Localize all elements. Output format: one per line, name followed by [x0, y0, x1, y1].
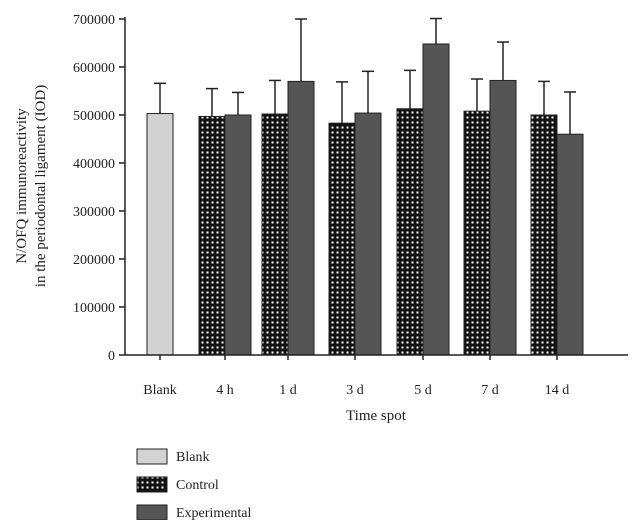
- bar-control-14d: [530, 114, 558, 356]
- x-axis-title: Time spot: [346, 408, 407, 424]
- bar-experimental-3d: [354, 112, 382, 356]
- axes: 0 100000 200000 300000 400000 500000 600000 700…: [73, 13, 628, 398]
- y-tick-label: 700000: [73, 13, 115, 28]
- bar-experimental-7d: [489, 79, 517, 356]
- bar-experimental-5d: [422, 43, 450, 356]
- x-tick-label: 3 d: [346, 383, 364, 398]
- x-tick-label: 5 d: [414, 383, 432, 398]
- y-tick-label: 200000: [73, 253, 115, 268]
- bar-control-5d: [396, 108, 424, 356]
- x-tick-label: Blank: [143, 383, 176, 398]
- y-tick-label: 400000: [73, 157, 115, 172]
- y-tick-label: 500000: [73, 109, 115, 124]
- bar-experimental-4h: [224, 114, 252, 356]
- x-tick-label: 7 d: [481, 383, 499, 398]
- bar-control-1d: [261, 113, 289, 356]
- y-tick-label: 100000: [73, 301, 115, 316]
- legend-label: Blank: [176, 450, 209, 465]
- y-tick-label: 0: [108, 349, 115, 364]
- bar-control-7d: [463, 110, 491, 356]
- x-tick-label: 1 d: [279, 383, 297, 398]
- y-axis-title-line2: in the periodontal ligament (IOD): [33, 85, 49, 287]
- x-tick-label: 4 h: [216, 383, 234, 398]
- bar-experimental-14d: [556, 133, 584, 356]
- legend-label: Experimental: [176, 506, 252, 520]
- plot-area: [146, 17, 584, 356]
- legend-swatch: [136, 476, 168, 493]
- bar-experimental-1d: [287, 80, 315, 356]
- bar-control-3d: [328, 122, 356, 356]
- bar-control-4h: [198, 115, 226, 356]
- x-tick-label: 14 d: [545, 383, 570, 398]
- legend-label: Control: [176, 478, 219, 493]
- legend-swatch: [136, 448, 168, 465]
- legend: Blank Control Experimental: [136, 448, 252, 520]
- y-tick-label: 600000: [73, 61, 115, 76]
- bar-blank-Blank: [146, 113, 174, 356]
- y-axis-title-line1: N/OFQ immunoreactivity: [14, 108, 30, 264]
- y-tick-label: 300000: [73, 205, 115, 220]
- legend-swatch: [136, 504, 168, 520]
